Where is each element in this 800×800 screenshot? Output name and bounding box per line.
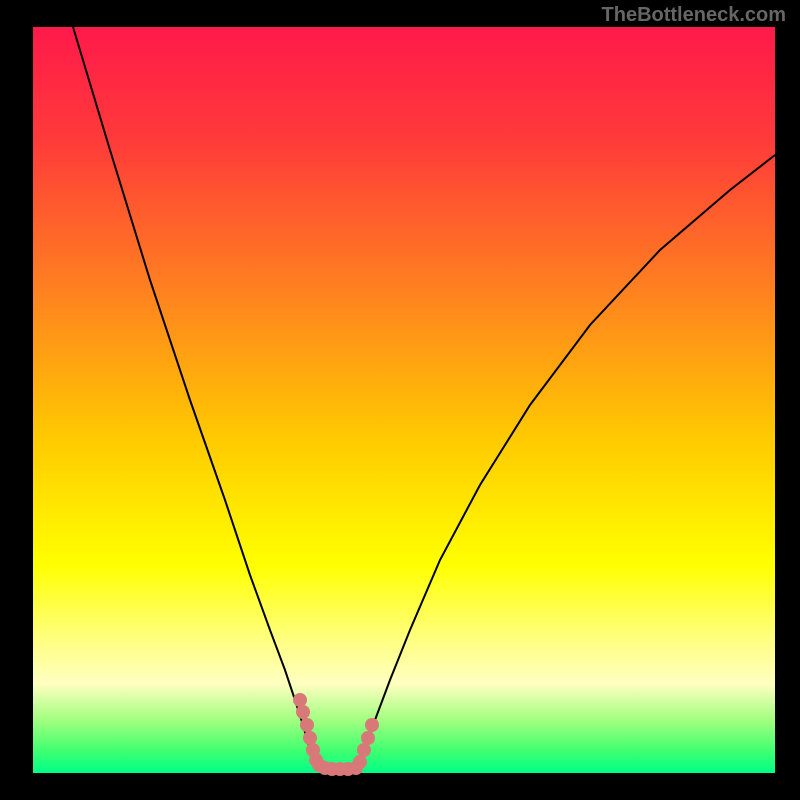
data-marker: [361, 731, 375, 745]
bottleneck-chart: [0, 0, 800, 800]
watermark-text: TheBottleneck.com: [602, 4, 786, 27]
data-marker: [293, 693, 307, 707]
data-marker: [303, 731, 317, 745]
data-marker: [353, 755, 367, 769]
data-marker: [296, 705, 310, 719]
plot-background: [33, 27, 775, 773]
data-marker: [300, 718, 314, 732]
data-marker: [357, 743, 371, 757]
data-marker: [365, 718, 379, 732]
